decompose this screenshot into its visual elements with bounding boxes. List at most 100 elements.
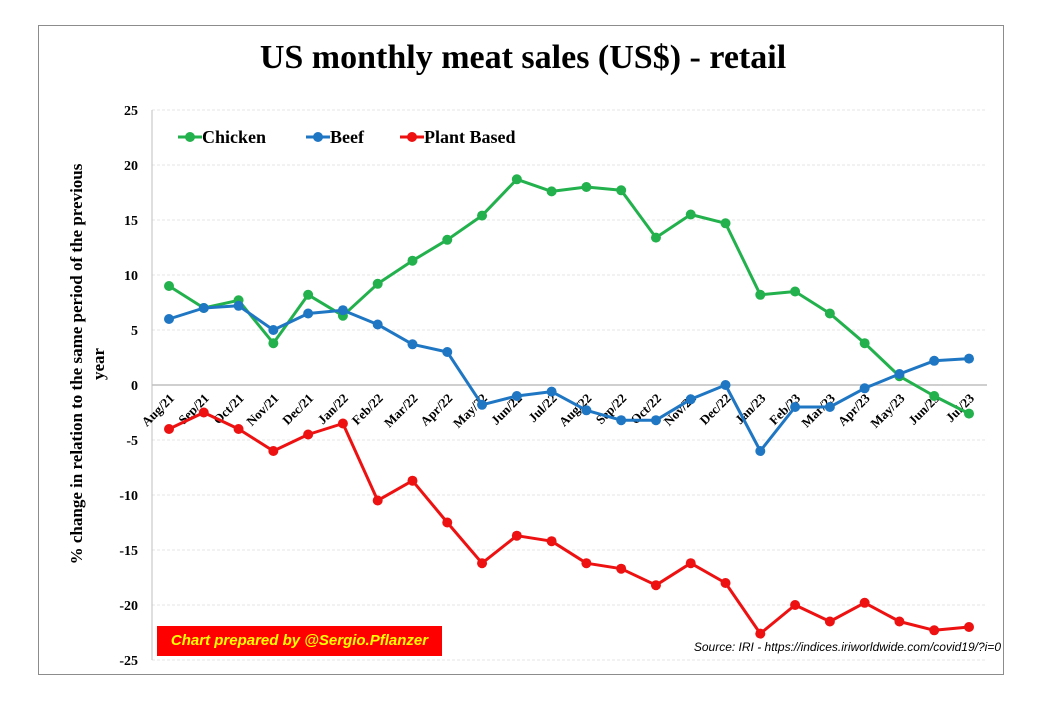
data-point-plant-based	[198, 407, 209, 418]
y-tick-label: 25	[124, 104, 138, 119]
data-point-beef	[859, 383, 870, 394]
y-tick-label: 20	[124, 159, 138, 174]
data-point-plant-based	[720, 578, 731, 588]
data-point-plant-based	[268, 446, 279, 456]
legend: Chicken Beef Plant Based	[178, 127, 516, 147]
data-point-plant-based	[477, 558, 488, 569]
series-line-chicken	[168, 177, 970, 415]
data-point-beef	[685, 394, 696, 405]
data-point-plant-based	[164, 424, 174, 434]
chart-title: US monthly meat sales (US$) - retail	[260, 39, 786, 76]
data-point-plant-based	[407, 475, 418, 486]
data-point-beef	[337, 305, 348, 316]
data-point-beef	[407, 339, 418, 350]
data-point-plant-based	[790, 600, 801, 610]
series-line-plant-based	[168, 411, 970, 636]
data-point-plant-based	[616, 563, 627, 574]
data-point-plant-based	[964, 622, 974, 632]
data-point-chicken	[477, 210, 488, 221]
data-point-plant-based	[546, 536, 557, 547]
credit-banner: Chart prepared by @Sergio.Pflanzer	[157, 626, 442, 656]
data-point-beef	[581, 405, 592, 416]
y-axis-label: % change in relation to the same period …	[67, 163, 86, 564]
data-point-beef	[442, 347, 453, 357]
y-tick-label: 0	[131, 379, 138, 394]
y-tick-label: -20	[119, 599, 138, 614]
y-tick-label: -15	[119, 544, 138, 559]
series-lines	[164, 174, 974, 639]
data-point-plant-based	[685, 558, 696, 569]
data-point-beef	[372, 319, 383, 330]
data-point-plant-based	[929, 625, 940, 636]
data-point-beef	[616, 415, 627, 426]
data-point-chicken	[650, 232, 661, 243]
data-point-plant-based	[337, 418, 348, 429]
chart-frame	[38, 25, 1004, 675]
legend-marker-beef	[313, 132, 323, 142]
data-point-chicken	[546, 186, 557, 197]
data-point-chicken	[685, 209, 696, 220]
data-point-plant-based	[372, 495, 383, 506]
x-tick-label: Dec/21	[279, 391, 316, 428]
data-point-chicken	[303, 289, 314, 300]
data-point-beef	[164, 314, 174, 324]
x-tick-label: Apr/23	[835, 390, 874, 429]
x-tick-label: Aug/21	[138, 391, 177, 430]
legend-marker-plant-based	[407, 132, 417, 142]
y-tick-label: -5	[126, 434, 138, 449]
x-tick-label: May/23	[867, 390, 908, 431]
data-point-beef	[720, 380, 731, 390]
data-point-beef	[477, 399, 488, 410]
data-point-beef	[755, 446, 766, 456]
x-tick-label: Nov/21	[243, 391, 281, 429]
data-point-beef	[233, 300, 244, 311]
y-tick-labels: 25 20 15 10 5 0 -5 -10 -15 -20 -25	[119, 104, 138, 669]
data-point-beef	[303, 308, 314, 319]
data-point-plant-based	[233, 424, 244, 434]
data-point-chicken	[372, 278, 383, 289]
x-tick-label: Apr/22	[417, 391, 455, 429]
data-point-plant-based	[303, 429, 314, 440]
data-point-plant-based	[511, 530, 522, 541]
data-point-chicken	[824, 308, 835, 319]
legend-label-beef: Beef	[330, 127, 365, 147]
x-tick-label: Oct/21	[210, 391, 247, 428]
source-note: Source: IRI - https://indices.iriworldwi…	[693, 640, 1001, 654]
data-point-beef	[198, 303, 209, 313]
y-tick-label: -10	[119, 489, 138, 504]
y-tick-label: 5	[131, 324, 138, 339]
data-point-plant-based	[755, 628, 766, 639]
gridlines	[151, 109, 987, 661]
data-point-beef	[824, 402, 835, 412]
legend-label-chicken: Chicken	[202, 127, 266, 147]
y-tick-label: 15	[124, 214, 138, 229]
data-point-beef	[929, 355, 940, 366]
y-axis-label-line2: year	[89, 348, 108, 381]
data-point-beef	[268, 325, 279, 335]
data-point-chicken	[720, 218, 731, 229]
x-tick-label: May/22	[450, 391, 490, 431]
x-tick-label: Feb/22	[349, 391, 386, 428]
data-point-plant-based	[442, 517, 453, 528]
data-point-chicken	[268, 338, 279, 349]
data-point-beef	[894, 369, 905, 379]
y-tick-label: 10	[124, 269, 138, 284]
legend-label-plant-based: Plant Based	[424, 127, 516, 147]
data-point-chicken	[964, 408, 974, 419]
data-point-plant-based	[859, 597, 870, 608]
data-point-chicken	[164, 281, 174, 291]
legend-marker-chicken	[185, 132, 195, 142]
series-line-beef	[168, 304, 970, 453]
y-tick-label: -25	[119, 654, 138, 669]
data-point-beef	[546, 386, 557, 397]
data-point-chicken	[442, 234, 453, 245]
data-point-plant-based	[894, 616, 905, 627]
data-point-chicken	[616, 185, 627, 196]
x-tick-label: Mar/22	[381, 391, 421, 431]
data-point-beef	[964, 353, 974, 364]
data-point-beef	[650, 415, 661, 426]
data-point-chicken	[407, 255, 418, 266]
data-point-beef	[511, 391, 522, 401]
data-point-chicken	[755, 289, 766, 300]
